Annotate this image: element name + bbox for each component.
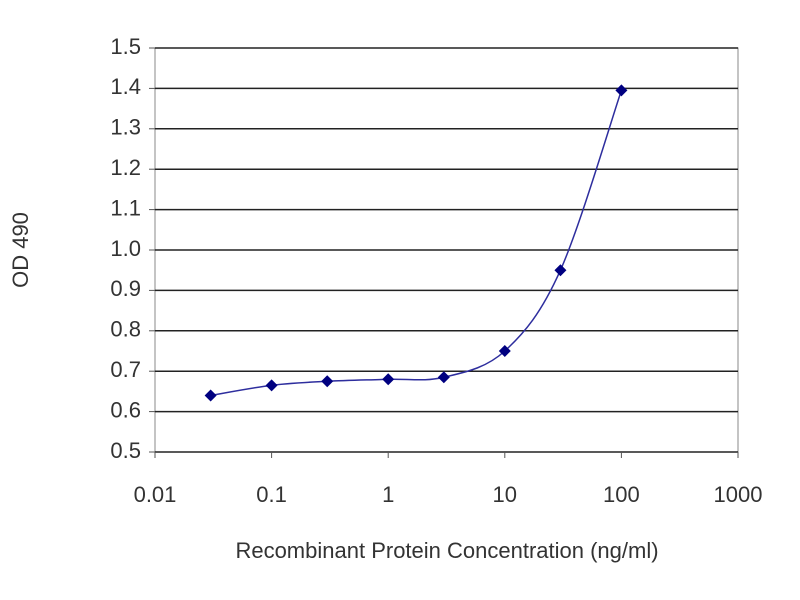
data-point [554, 264, 567, 277]
data-point [437, 371, 450, 384]
y-tick-label: 0.6 [110, 397, 141, 422]
data-point [204, 389, 217, 402]
y-axis-label: OD 490 [8, 212, 33, 288]
y-tick-label: 1.2 [110, 155, 141, 180]
y-tick-label: 1.3 [110, 115, 141, 140]
data-point [265, 379, 278, 392]
x-axis-label: Recombinant Protein Concentration (ng/ml… [235, 538, 658, 563]
data-point [382, 373, 395, 386]
y-tick-label: 0.8 [110, 317, 141, 342]
data-point [321, 375, 334, 388]
data-point [615, 84, 628, 97]
data-point [498, 345, 511, 357]
y-tick-label: 0.5 [110, 438, 141, 463]
y-tick-label: 1.5 [110, 34, 141, 59]
y-tick-label: 0.7 [110, 357, 141, 382]
y-tick-label: 1.0 [110, 236, 141, 261]
x-tick-label: 100 [603, 482, 640, 507]
y-tick-label: 1.1 [110, 195, 141, 220]
y-tick-label: 1.4 [110, 74, 141, 99]
x-tick-label: 1000 [714, 482, 763, 507]
x-tick-label: 10 [493, 482, 517, 507]
x-tick-label: 1 [382, 482, 394, 507]
x-tick-label: 0.01 [134, 482, 177, 507]
y-tick-label: 0.9 [110, 276, 141, 301]
x-tick-label: 0.1 [256, 482, 287, 507]
